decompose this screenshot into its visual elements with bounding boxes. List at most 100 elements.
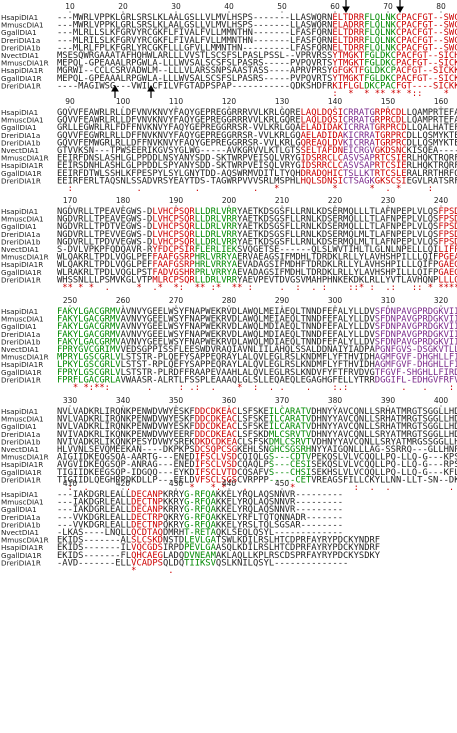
sequence-name: HsapiDIA1 [1, 207, 38, 216]
sequence: NGDVRLLTPDTVEGWS-DLVHCPSQRLLDRLVRRYAETKD… [57, 222, 457, 232]
ruler-label: 230 [381, 196, 396, 205]
residue-run: CPACFGT--SWCRRFL [396, 13, 457, 23]
sequence-name: NvectDIA1 [1, 445, 39, 454]
residue-run: S---CESI [269, 460, 311, 470]
residue-run: ---MLRILSLKFGRVYRCGKFLFIVALFVLLMMNTHN---… [57, 36, 332, 46]
sequence-name: HsapiDIA1 [1, 108, 38, 117]
residue-run: MPRYLGSCGRLV [57, 353, 121, 363]
sequence: MGRWI--CCLCSRVADWLM--LLLVLARSSNPSAASTASS… [57, 66, 457, 76]
residue-run: DHNYYAVCQNLLSRYATMRGTSGGLLHDPPRE [311, 430, 457, 440]
residue-run: DKDCDKEA [195, 437, 238, 447]
residue-run: ILCARATV [269, 407, 312, 417]
sequence-name: DreriDIA1b [1, 138, 41, 147]
residue-run: QSLKNILQSYL-------------- [216, 558, 348, 568]
residue-run: KKELYRQLAQSNNVR--------- [216, 490, 343, 500]
residue-run: CLSFSK [237, 437, 269, 447]
sequence: LPKYLGSCGRLVLSTST-RPLQEFYSAPPEQRAYLALQVL… [57, 360, 457, 370]
sequence-name: MmuscDIA1R [1, 353, 49, 362]
residue-run: G-RFQA [184, 490, 216, 500]
residue-run: SFDNPAVGPRDGKVIIVDAE [375, 315, 457, 325]
residue-run: GQVVFEMWGRLRLLDFFNVKNVYFAQYGEPREGGRRSR-V… [57, 138, 301, 148]
residue-run: LVHCPSQR [152, 230, 195, 240]
residue-run: ELTDRR [332, 28, 364, 38]
sequence-name: DreriDIA1a [1, 430, 40, 439]
residue-run: FGLDKC [364, 74, 396, 84]
residue-run: LLLQILPG [438, 275, 457, 285]
sequence: ---IAKDGRLEALLDECTNPKKRYG-RFQAKKELYRQLAQ… [57, 498, 343, 508]
residue-run: VEDSGPPISSFLEESWDVRAQIAVNLIILAHQLSSALDDN… [121, 345, 376, 355]
residue-run: GQVVFEAWRLRLLDFVNVKNVYFAQYGEPREGGRRRVVLK… [57, 108, 301, 118]
residue-run: LLDRLVRR [195, 222, 238, 232]
residue-run: DHNYYAVCQNLLSRHATMRGTSGGLLHDPPSE [311, 407, 457, 417]
residue-run: S---CDTV [269, 453, 312, 463]
sequence-name: HsapiDIA1 [1, 407, 38, 416]
sequence-name: DreriDIA1R [1, 176, 41, 185]
residue-run: AKLAQLLKPLRSCDSPRFAYRYPDCKYSDKY [216, 551, 381, 561]
residue-run: DHNYYAVCQNLLSRHATMRGTSGGLLHDPPSE [311, 415, 457, 425]
residue-run: ---MLRLFPLKFGRLYRCGKFLLLGFVLLMMNTHN-----… [57, 43, 332, 53]
ruler-label: 360 [222, 396, 237, 405]
residue-run: AVNVYGEELWSYFNAPWEKRVDLAWQLMDIAEQLTNNDFE… [121, 337, 376, 347]
sequence: TIGIIDKEEGSQP-IDGQQ---EYKDIFSCLVTDCQSAFV… [57, 468, 457, 478]
conservation-line: : . . . * * * . * : [57, 184, 454, 194]
residue-run: VFSCLSGS [195, 475, 237, 485]
residue-run: DECTRP [131, 513, 163, 523]
ruler-label: 320 [434, 296, 449, 305]
residue-run: CPACFGT--SWCRRFL [396, 28, 457, 38]
residue-run: AELADIDA [301, 131, 344, 141]
sequence-name: HsapiDIA1R [1, 66, 43, 75]
sequence-name: HsapiDIA1 [1, 13, 38, 22]
residue-run: AIGIIDKEQGSQA-AARTG---ENED [57, 453, 195, 463]
residue-run: GAEGWP [438, 268, 457, 278]
residue-run: PEVLGA [184, 543, 216, 553]
residue-run: YAEVPEVTDVGSVMAHPHNKEKDKLRLLYVTLAVHQNP [237, 275, 438, 285]
residue-run: NVIVADKRLIKQNKPESYDVWYSREK [57, 437, 195, 447]
residue-run: FGT----SICKKFFK [396, 81, 457, 91]
residue-run: DECTNP [131, 520, 163, 530]
ruler-label: 160 [434, 97, 449, 106]
residue-run: NSTD [163, 536, 184, 546]
sequence-name: NvectDIA1 [1, 345, 39, 354]
ruler-label: 150 [381, 97, 396, 106]
residue-run: YAETKDSGSFLLRNLKDSERMQLLLTLAFNPEPLVLQS [237, 222, 438, 232]
sequence-name: MmuscDIA1 [1, 215, 44, 224]
residue-run: CRRATG [343, 108, 375, 118]
residue-run: LVHCPSQR [152, 207, 195, 217]
residue-run: FLQLNK [364, 21, 396, 31]
conservation-line: * . [57, 566, 174, 576]
sequence: ----MAGIWSG---VWILCFILVFGTADPSPAP-------… [57, 81, 457, 91]
ruler-label: 380 [328, 396, 343, 405]
residue-run: IFSCLVTD [195, 468, 237, 478]
sequence: MEPQL-GPEAAALRPGWLA-LLLWVSALSCSFSLPASRS-… [57, 74, 457, 84]
residue-run: NGDVRLLTPDTVEGWS-D [57, 222, 152, 232]
sequence-name: GgallDIA1 [1, 505, 37, 514]
residue-run: DRADQHIC [301, 169, 343, 179]
sequence-name: GgallDIA1R [1, 169, 42, 178]
residue-run: G-RFQA [184, 505, 216, 515]
residue-run: RLHQKTRQRFQK [407, 161, 457, 171]
ruler-label: 50 [277, 2, 287, 11]
sequence-name: GgallDIA1 [1, 422, 37, 431]
residue-run: G-RFQA [184, 520, 216, 530]
residue-run: HRLVRRYA [195, 260, 238, 270]
residue-run: LVHCPSQR [152, 222, 195, 232]
residue-run: ---IAKDGRLEALL [57, 490, 131, 500]
residue-run: ICRRAT [343, 123, 375, 133]
residue-run: VREAGSFILLCKYLLNN-LLT-SN--DKQSGLPPA [311, 475, 457, 485]
residue-run: FPRFLGACGRLA [57, 375, 121, 385]
residue-run: CQIQLG [237, 453, 269, 463]
residue-run: -----CET [269, 475, 312, 485]
sequence-name: DreriDIA1R [1, 375, 41, 384]
residue-run: FLERLIEK [195, 245, 238, 255]
residue-run: DDCDKEAC [195, 422, 237, 432]
residue-run: PGEAGWP [438, 253, 457, 263]
ruler-label: 300 [328, 296, 343, 305]
sequence-name: MmuscDIA1R [1, 59, 49, 68]
ruler-label: 20 [118, 2, 128, 11]
ruler-label: 40 [224, 2, 234, 11]
residue-run: CQAQLP [237, 460, 269, 470]
sequence-name: MmuscDIA1 [1, 21, 44, 30]
residue-run: KRRY [163, 490, 185, 500]
residue-run: KICRRA [343, 138, 375, 148]
residue-run: MEPQL-GPEAAALRPGWLA-LLLWVSALSCSFSLPASRS-… [57, 74, 332, 84]
